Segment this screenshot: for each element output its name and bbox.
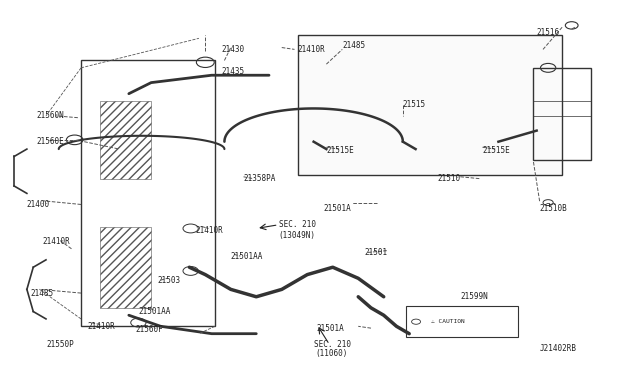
Text: 21550P: 21550P bbox=[46, 340, 74, 349]
Text: 21430: 21430 bbox=[221, 45, 244, 54]
Text: 21410R: 21410R bbox=[298, 45, 326, 54]
Text: (11060): (11060) bbox=[315, 350, 348, 359]
Text: 21501AA: 21501AA bbox=[138, 307, 171, 316]
Text: 21501AA: 21501AA bbox=[231, 251, 263, 261]
Text: 21599N: 21599N bbox=[460, 292, 488, 301]
Text: 21485: 21485 bbox=[342, 41, 365, 50]
Text: 21410R: 21410R bbox=[88, 322, 115, 331]
Text: 21400: 21400 bbox=[27, 200, 50, 209]
Bar bbox=[100, 227, 151, 308]
Text: ⚠ CAUTION: ⚠ CAUTION bbox=[431, 319, 464, 324]
Text: 21435: 21435 bbox=[221, 67, 244, 76]
Text: 21501: 21501 bbox=[365, 248, 388, 257]
Text: 21560E: 21560E bbox=[36, 137, 64, 146]
Text: (13049N): (13049N) bbox=[278, 231, 316, 240]
Text: 21560F: 21560F bbox=[135, 326, 163, 334]
Text: 21485: 21485 bbox=[30, 289, 53, 298]
Text: 21501A: 21501A bbox=[323, 203, 351, 213]
Text: 21410R: 21410R bbox=[43, 237, 70, 246]
Text: 21560N: 21560N bbox=[36, 111, 64, 121]
Text: 21516: 21516 bbox=[537, 28, 560, 37]
Bar bbox=[81, 61, 215, 326]
Text: SEC. 210: SEC. 210 bbox=[278, 220, 316, 229]
Text: 21515: 21515 bbox=[403, 100, 426, 109]
Text: J21402RB: J21402RB bbox=[540, 344, 577, 353]
Bar bbox=[298, 35, 562, 175]
Text: 21510B: 21510B bbox=[540, 203, 568, 213]
Text: 21515E: 21515E bbox=[326, 147, 354, 155]
Text: 21501A: 21501A bbox=[317, 324, 344, 333]
Bar bbox=[100, 101, 151, 179]
Text: 21510: 21510 bbox=[438, 174, 461, 183]
Bar bbox=[406, 306, 518, 337]
Bar bbox=[534, 68, 591, 160]
Text: SEC. 210: SEC. 210 bbox=[314, 340, 351, 349]
Text: 21410R: 21410R bbox=[196, 226, 223, 235]
Text: 21358PA: 21358PA bbox=[244, 174, 276, 183]
Text: 21515E: 21515E bbox=[483, 147, 510, 155]
Text: 21503: 21503 bbox=[157, 276, 180, 285]
